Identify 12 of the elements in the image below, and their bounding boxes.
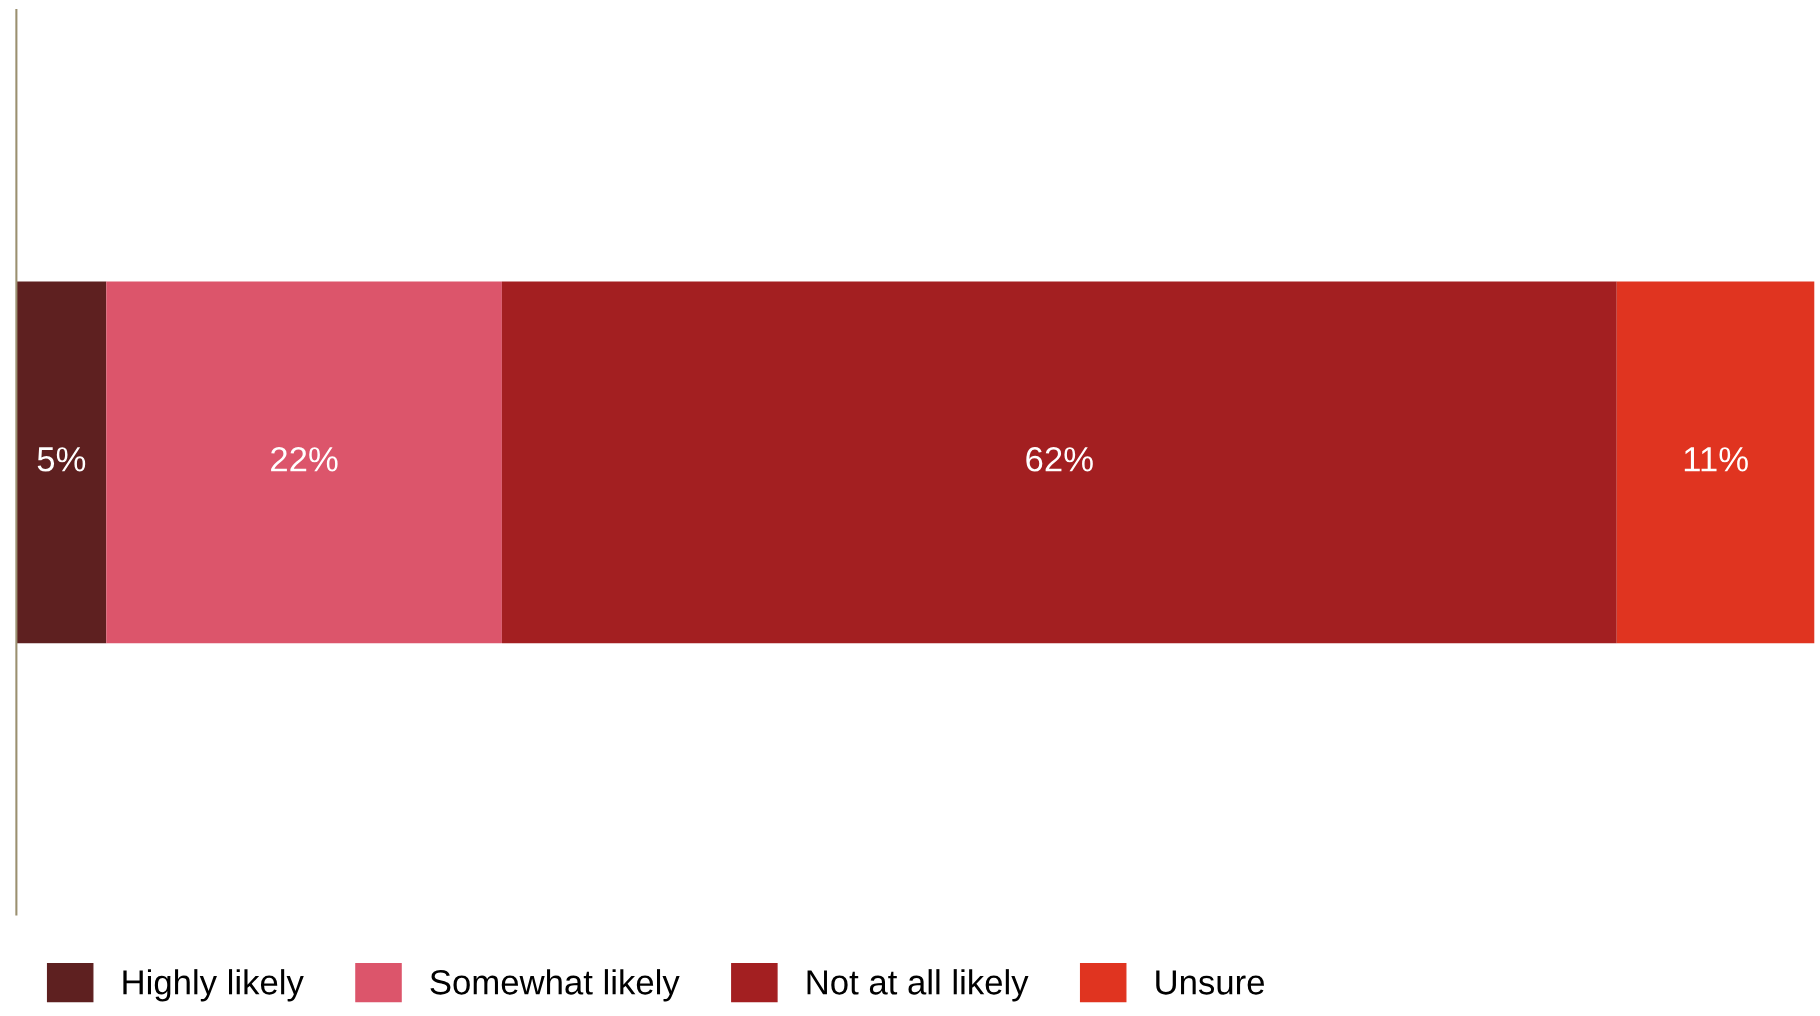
data-label: 5% xyxy=(37,447,86,472)
bar xyxy=(501,281,1617,644)
bar xyxy=(1616,281,1815,644)
legend-label: Somewhat likely xyxy=(430,969,680,1002)
data-label: 11% xyxy=(1684,447,1748,472)
bar xyxy=(106,281,502,644)
legend-label: Not at all likely xyxy=(807,969,1029,1002)
legend-label: Unsure xyxy=(1156,970,1264,995)
data-label: 62% xyxy=(1026,447,1093,472)
legend-label: Highly likely xyxy=(123,969,304,1002)
data-label: 22% xyxy=(271,447,338,472)
bar xyxy=(16,281,107,644)
